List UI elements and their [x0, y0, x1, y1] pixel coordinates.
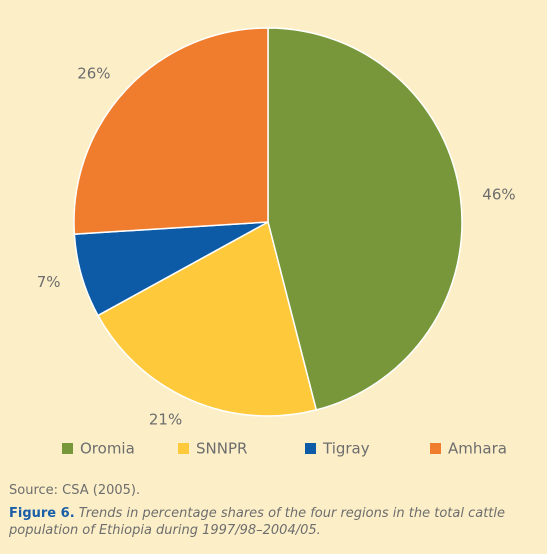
pie-slice: [267, 27, 463, 411]
data-label: 7%: [37, 273, 61, 291]
legend-label: Amhara: [448, 440, 507, 458]
caption-text: Trends in percentage shares of the four …: [9, 506, 505, 538]
chart: 46% 21% 7% 26% Oromia SNNPR Tigray Amhara: [37, 27, 516, 458]
legend-label: Tigray: [322, 440, 370, 458]
data-label: 21%: [149, 411, 182, 429]
data-label: 26%: [77, 65, 110, 83]
caption-label: Figure 6.: [9, 506, 75, 521]
legend-label: Oromia: [80, 440, 135, 458]
data-label: 46%: [482, 185, 515, 203]
legend-swatch: [430, 443, 441, 454]
legend-swatch: [62, 443, 73, 454]
pie-slice: [73, 27, 269, 235]
pie-slice: [96, 220, 318, 417]
legend-label: SNNPR: [196, 440, 247, 458]
caption: Figure 6. Trends in percentage shares of…: [9, 505, 544, 539]
legend-swatch: [178, 443, 189, 454]
source: Source: CSA (2005).: [9, 483, 141, 498]
legend-swatch: [305, 443, 316, 454]
